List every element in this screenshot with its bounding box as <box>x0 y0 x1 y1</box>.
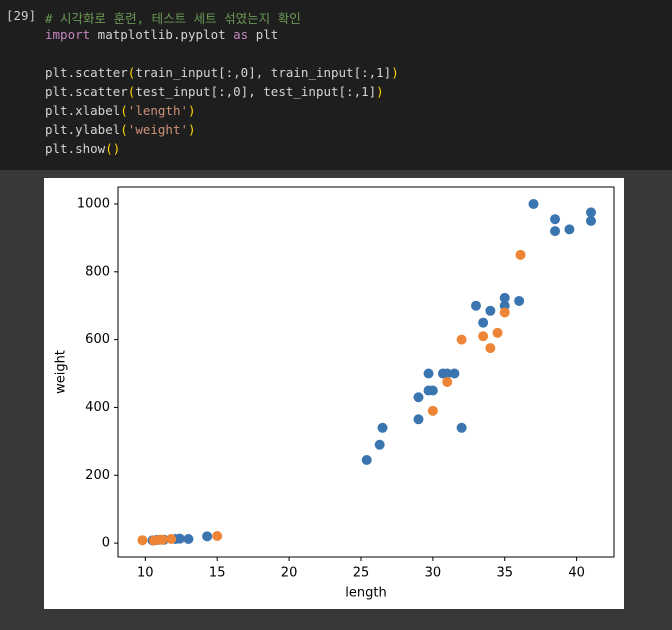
comment: # 시각화로 훈련, 테스트 세트 섞였는지 확인 <box>45 11 301 26</box>
code: plt.ylabel <box>45 122 121 137</box>
x-tick-label: 20 <box>281 566 298 581</box>
x-tick-label: 40 <box>568 566 585 581</box>
scatter-point <box>166 534 177 545</box>
scatter-point <box>427 405 438 416</box>
scatter-point <box>550 214 561 225</box>
scatter-point <box>456 422 467 433</box>
scatter-point <box>183 534 194 545</box>
scatter-point <box>485 343 496 354</box>
code: plt.scatter <box>45 65 128 80</box>
string: 'weight' <box>127 122 189 137</box>
code: matplotlib.pyplot <box>90 27 234 42</box>
scatter-point <box>157 534 168 545</box>
paren: ) <box>376 84 384 99</box>
code-line: plt.scatter(test_input[:,0], test_input[… <box>45 84 384 99</box>
x-tick-label: 30 <box>425 566 442 581</box>
scatter-point <box>361 455 372 466</box>
scatter-point <box>492 327 503 338</box>
keyword: as <box>233 27 249 42</box>
paren: () <box>105 141 121 156</box>
scatter-point <box>499 292 510 303</box>
x-tick-label: 10 <box>137 566 154 581</box>
scatter-point <box>174 533 185 544</box>
scatter-point <box>449 368 460 379</box>
scatter-point <box>564 224 575 235</box>
scatter-point <box>515 249 526 260</box>
y-tick-label: 400 <box>85 400 110 415</box>
keyword: import <box>45 27 91 42</box>
scatter-point <box>137 535 148 546</box>
scatter-point <box>413 392 424 403</box>
y-tick-label: 1000 <box>77 196 110 211</box>
scatter-point <box>514 295 525 306</box>
x-axis-label: length <box>345 586 386 601</box>
scatter-point <box>377 422 388 433</box>
y-tick-label: 0 <box>102 536 110 551</box>
y-tick-label: 800 <box>85 264 110 279</box>
scatter-point <box>442 368 453 379</box>
scatter-point <box>470 300 481 311</box>
paren: ( <box>120 103 128 118</box>
x-tick-label: 35 <box>496 566 513 581</box>
x-tick-label: 15 <box>209 566 226 581</box>
scatter-point <box>374 439 385 450</box>
y-tick-label: 200 <box>85 468 110 483</box>
scatter-point <box>585 207 596 218</box>
scatter-point <box>413 414 424 425</box>
scatter-point <box>442 377 453 388</box>
x-tick-label: 25 <box>353 566 370 581</box>
scatter-point <box>528 198 539 209</box>
code-line: plt.show() <box>45 141 120 156</box>
paren: ) <box>188 122 196 137</box>
code-line: # 시각화로 훈련, 테스트 세트 섞였는지 확인 <box>45 8 301 27</box>
scatter-point <box>456 334 467 345</box>
scatter-point <box>485 305 496 316</box>
code: train_input[:,0], train_input[:,1] <box>135 65 392 80</box>
paren: ) <box>188 103 196 118</box>
y-tick-label: 600 <box>85 332 110 347</box>
chart: length weight 10 15 20 25 30 35 40020040060080… <box>44 178 624 609</box>
code: plt.xlabel <box>45 103 121 118</box>
scatter-point <box>427 385 438 396</box>
scatter-point <box>499 307 510 318</box>
code-line: import matplotlib.pyplot as plt <box>45 27 278 42</box>
code: test_input[:,0], test_input[:,1] <box>135 84 377 99</box>
scatter-point <box>478 331 489 342</box>
paren: ( <box>127 84 136 99</box>
scatter-point <box>202 531 213 542</box>
scatter-point <box>585 215 596 226</box>
prompt: [29] <box>6 8 37 23</box>
code: plt <box>248 27 279 42</box>
axes-frame <box>117 186 615 558</box>
code-cell: [29] # 시각화로 훈련, 테스트 세트 섞였는지 확인 import ma… <box>0 0 672 170</box>
y-axis-label: weight <box>54 350 69 394</box>
scatter-point <box>478 317 489 328</box>
code: plt.scatter <box>45 84 128 99</box>
scatter-point <box>550 226 561 237</box>
code-line: plt.scatter(train_input[:,0], train_inpu… <box>45 65 399 80</box>
code: plt.show <box>45 141 106 156</box>
paren: ( <box>127 65 136 80</box>
paren: ( <box>120 122 128 137</box>
scatter-point <box>212 530 223 541</box>
paren: ) <box>391 65 399 80</box>
code-line: plt.xlabel('length') <box>45 103 196 118</box>
string: 'length' <box>127 103 189 118</box>
scatter-point <box>423 368 434 379</box>
code-line: plt.ylabel('weight') <box>45 122 196 137</box>
